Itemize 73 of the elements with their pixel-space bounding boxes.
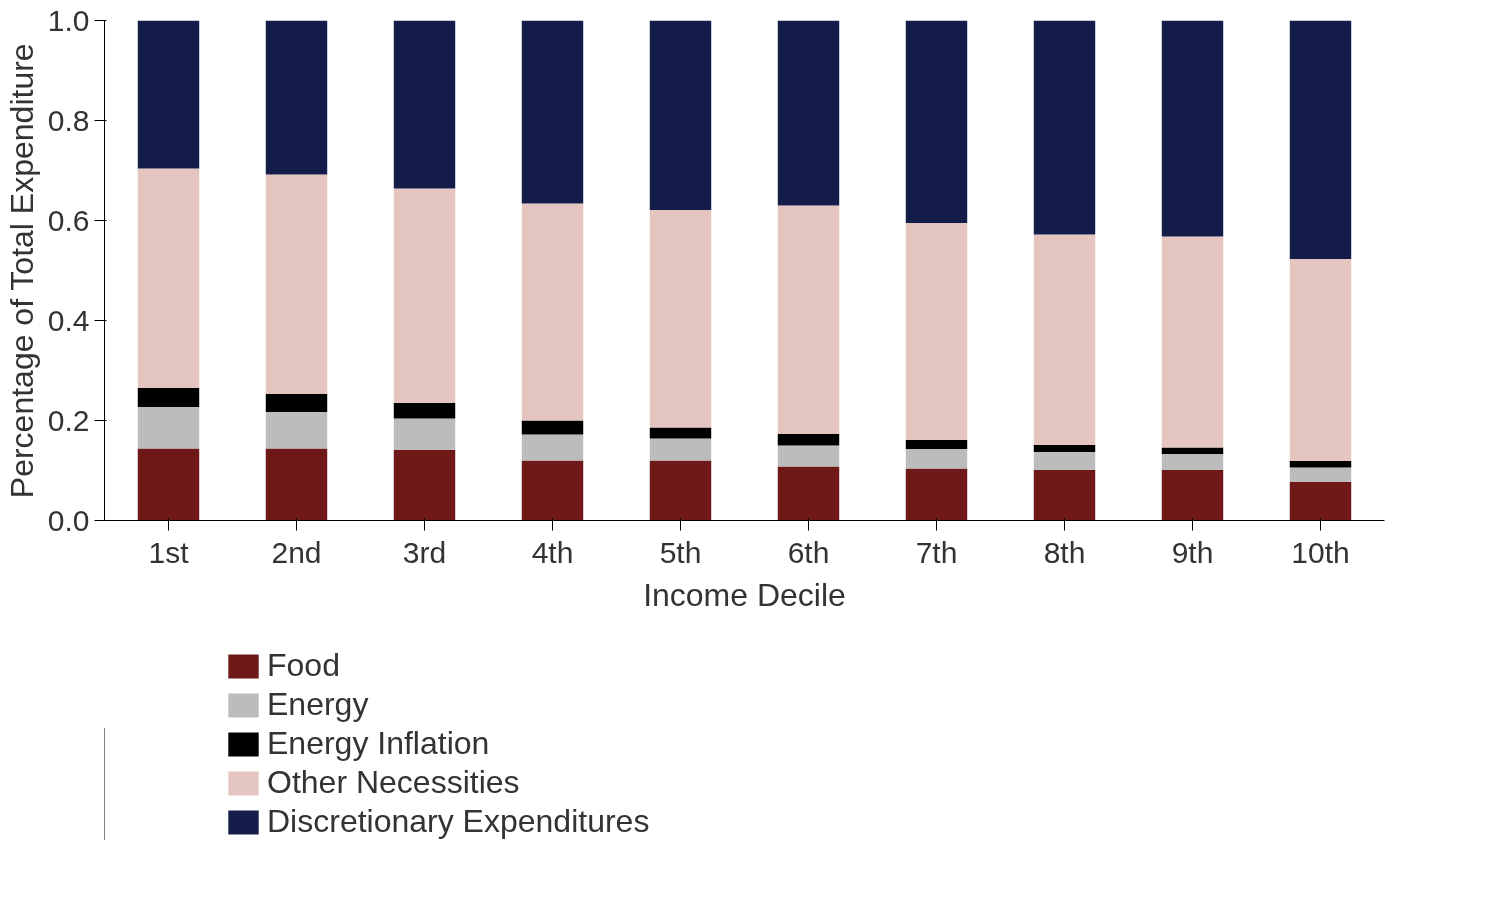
bar [1289,467,1352,482]
bar [777,466,840,521]
legend-label: Other Necessities [267,764,520,801]
bar [1161,236,1224,448]
bar [649,438,712,461]
bar [265,174,328,394]
bar [1289,20,1352,259]
bar [1289,259,1352,461]
bar [521,20,584,204]
bar [905,223,968,440]
legend-label: Energy [267,686,369,723]
bar [265,448,328,521]
bar [1033,20,1096,235]
y-tick-label: 0.0 [47,503,90,537]
bar [393,418,456,450]
y-tick-label: 0.8 [47,103,90,137]
bar [265,394,328,412]
bar [1033,445,1096,452]
bar [1161,20,1224,237]
bar [521,420,584,435]
bar [1033,470,1096,521]
bar [1033,452,1096,470]
bar [777,445,840,467]
bar [265,20,328,175]
x-tick-label: 4th [531,535,574,569]
y-tick-label: 0.4 [47,303,90,337]
x-axis-title: Income Decile [643,576,846,613]
x-tick-label: 6th [787,535,830,569]
x-tick-label: 8th [1043,535,1086,569]
legend-label: Food [267,647,340,684]
bar [905,449,968,469]
y-axis-title: Percentage of Total Expenditure [3,43,40,499]
x-tick-label: 9th [1171,535,1214,569]
y-tick-label: 0.6 [47,203,90,237]
bar [649,20,712,210]
bar [521,434,584,461]
bar [1289,482,1352,521]
bar [1161,470,1224,521]
bar [521,203,584,421]
bar [265,412,328,449]
bar [393,188,456,403]
bar [1289,461,1352,468]
bar [777,205,840,434]
bar [1033,234,1096,445]
y-tick-label: 0.2 [47,403,90,437]
bar [649,210,712,428]
bar [777,434,840,446]
bar [393,20,456,189]
bar [905,440,968,449]
legend-label: Energy Inflation [267,725,490,762]
bar [649,460,712,521]
bar [1161,447,1224,454]
x-tick-label: 5th [659,535,702,569]
bar [137,407,200,449]
x-tick-label: 2nd [271,535,322,569]
x-tick-label: 1st [148,535,190,569]
bar [137,20,200,169]
bar [777,20,840,206]
bar [137,168,200,388]
bar [905,20,968,223]
bar [137,388,200,407]
bar [521,460,584,521]
y-tick-label: 1.0 [47,3,90,37]
bar [393,403,456,419]
bar [905,468,968,521]
x-tick-label: 7th [915,535,958,569]
x-tick-label: 10th [1291,535,1350,569]
x-tick-label: 3rd [402,535,447,569]
bar [393,450,456,521]
bar [1161,454,1224,470]
bar [649,427,712,439]
bar [137,448,200,521]
legend-label: Discretionary Expenditures [267,803,650,840]
